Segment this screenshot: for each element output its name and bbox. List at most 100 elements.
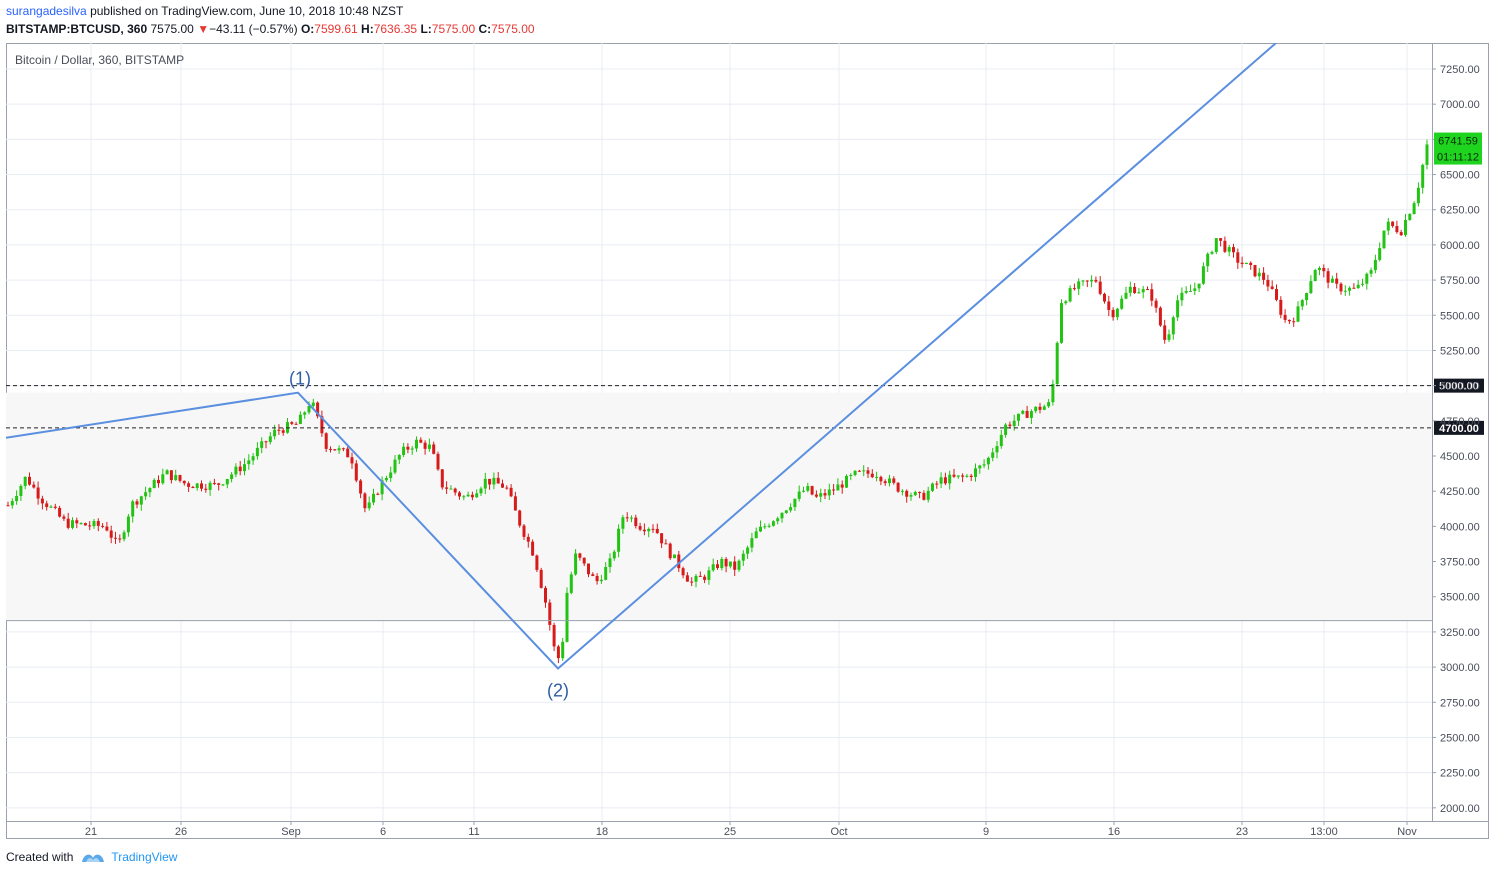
candle-up xyxy=(131,501,135,517)
candle-up xyxy=(771,521,775,526)
candle-up xyxy=(122,532,126,540)
tradingview-link[interactable]: TradingView xyxy=(111,850,178,864)
price-tick-label: 1750.00 xyxy=(1440,838,1480,839)
candle-up xyxy=(853,470,857,475)
candle-down xyxy=(354,463,358,481)
candle-up xyxy=(986,457,990,465)
candle-up xyxy=(754,531,758,539)
candle-down xyxy=(178,475,182,481)
candle-up xyxy=(393,459,397,473)
candle-down xyxy=(677,554,681,569)
wave-label-1: (1) xyxy=(289,369,311,389)
candle-down xyxy=(810,486,814,495)
candle-up xyxy=(836,484,840,491)
candle-down xyxy=(1219,238,1223,241)
candle-up xyxy=(720,558,724,569)
created-with-label: Created with xyxy=(6,850,74,864)
candle-up xyxy=(1017,413,1020,421)
candle-down xyxy=(105,526,109,531)
candle-up xyxy=(1120,298,1124,309)
candle-down xyxy=(118,538,122,540)
candle-up xyxy=(728,561,732,567)
candle-down xyxy=(62,516,66,519)
candle-up xyxy=(707,570,711,580)
close-label: C: xyxy=(478,22,492,36)
price-tick-label: 4500.00 xyxy=(1440,451,1480,463)
candle-down xyxy=(840,484,844,488)
tradingview-logo-icon xyxy=(82,854,105,862)
symbol-label: BITSTAMP:BTCUSD, 360 xyxy=(6,22,148,36)
down-arrow-icon: ▼ xyxy=(197,22,210,36)
candle-down xyxy=(591,574,595,576)
low-value: 7575.00 xyxy=(431,22,476,36)
candle-up xyxy=(165,470,169,475)
candle-down xyxy=(892,478,896,483)
candle-up xyxy=(1201,266,1205,284)
time-axis[interactable]: 21 26 Sep 6 11 18 25 Oct 9 16 23 13:00 Nov xyxy=(85,821,1417,838)
time-tick-label: 18 xyxy=(596,826,608,838)
candle-down xyxy=(1322,267,1326,272)
candle-up xyxy=(1404,220,1407,236)
candle-up xyxy=(234,466,238,475)
candle-down xyxy=(883,481,887,484)
candle-down xyxy=(969,475,973,477)
candle-up xyxy=(569,574,573,593)
candle-down xyxy=(1339,283,1343,292)
candle-down xyxy=(1133,286,1137,294)
last-price: 7575.00 xyxy=(150,22,194,36)
price-tick-label: 4000.00 xyxy=(1440,521,1480,533)
candle-down xyxy=(1098,281,1102,294)
candle-up xyxy=(574,553,578,575)
candle-up xyxy=(1047,402,1051,407)
candle-up xyxy=(311,402,315,407)
candle-up xyxy=(1077,281,1081,289)
level-price-box xyxy=(1434,378,1484,393)
candle-down xyxy=(535,555,539,570)
candle-up xyxy=(1184,291,1188,293)
high-label: H: xyxy=(361,22,374,36)
ohlc-bar: BITSTAMP:BTCUSD, 360 7575.00 ▼−43.11 (−0… xyxy=(6,22,535,36)
candle-up xyxy=(273,429,277,437)
candle-down xyxy=(943,477,947,484)
candle-up xyxy=(746,547,750,554)
candle-up xyxy=(1386,221,1390,231)
candle-up xyxy=(337,448,341,451)
time-tick-label: 16 xyxy=(1108,826,1120,838)
candle-up xyxy=(1210,251,1214,254)
candle-up xyxy=(789,507,793,511)
candle-down xyxy=(45,503,49,508)
candle-up xyxy=(1348,287,1352,291)
candle-down xyxy=(638,526,642,530)
candle-down xyxy=(6,505,10,507)
candle-up xyxy=(1124,292,1128,299)
candle-up xyxy=(174,475,178,481)
candle-down xyxy=(896,482,900,492)
candle-down xyxy=(1292,321,1296,323)
candle-down xyxy=(432,444,436,454)
candle-down xyxy=(922,492,926,500)
candle-up xyxy=(806,486,810,491)
candle-up xyxy=(900,490,904,492)
time-tick-label: 13:00 xyxy=(1310,826,1338,838)
candle-up xyxy=(152,479,156,489)
candle-up xyxy=(208,482,212,490)
candle-up xyxy=(978,465,982,469)
time-tick-label: 26 xyxy=(175,826,187,838)
candle-down xyxy=(436,453,440,470)
price-tick-label: 3750.00 xyxy=(1440,557,1480,569)
candle-down xyxy=(1391,221,1395,227)
candle-down xyxy=(1352,287,1356,289)
candle-up xyxy=(243,464,246,472)
candle-up xyxy=(139,496,143,505)
candle-down xyxy=(40,498,44,504)
candle-up xyxy=(410,448,414,450)
price-tags: 6741.59 01:11:12 xyxy=(1434,132,1482,165)
candle-up xyxy=(1060,303,1063,343)
candle-down xyxy=(290,422,294,424)
candle-up xyxy=(10,501,14,506)
candle-down xyxy=(217,483,221,485)
time-tick-label: 6 xyxy=(380,826,386,838)
author-link[interactable]: surangadesilva xyxy=(6,4,87,18)
